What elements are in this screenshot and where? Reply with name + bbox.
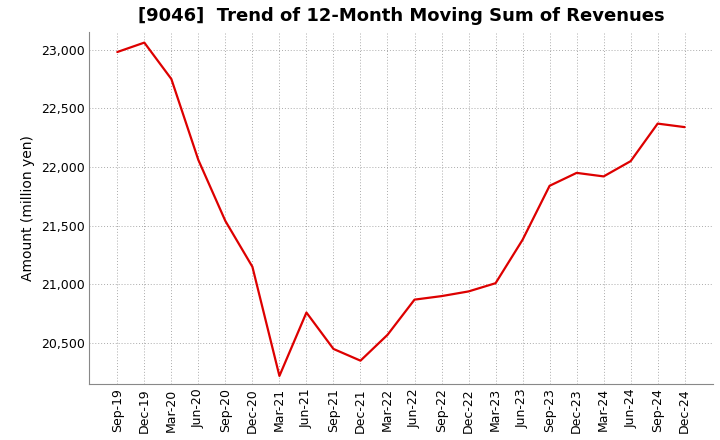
Y-axis label: Amount (million yen): Amount (million yen) xyxy=(22,135,35,281)
Title: [9046]  Trend of 12-Month Moving Sum of Revenues: [9046] Trend of 12-Month Moving Sum of R… xyxy=(138,7,665,25)
